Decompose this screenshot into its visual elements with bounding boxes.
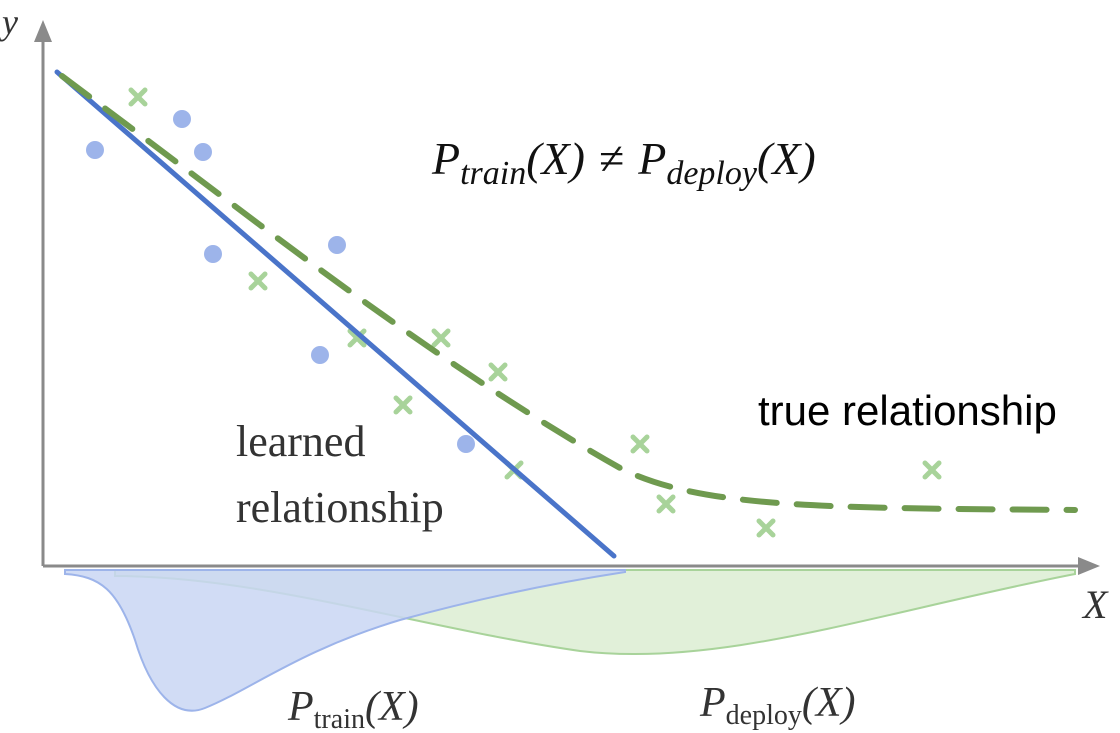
true-relationship-curve bbox=[59, 73, 1078, 513]
train-point bbox=[311, 346, 329, 364]
deploy-point bbox=[393, 395, 413, 415]
distribution-shift-equation: Ptrain(X) ≠ Pdeploy(X) bbox=[431, 133, 816, 192]
train-point bbox=[457, 435, 475, 453]
equation-rhs-subscript: deploy bbox=[666, 155, 758, 192]
equation-lhs-arg: (X) bbox=[526, 133, 585, 184]
y-axis-arrowhead bbox=[34, 20, 52, 42]
deploy-point bbox=[248, 271, 268, 291]
deploy-point bbox=[431, 328, 451, 348]
train-distribution-curve bbox=[64, 569, 626, 712]
x-axis-arrowhead bbox=[1078, 557, 1100, 575]
equation-rhs-symbol: P bbox=[637, 133, 666, 184]
train-dist-arg: (X) bbox=[365, 684, 419, 730]
deploy-dist-symbol: P bbox=[699, 680, 726, 726]
deploy-point bbox=[488, 362, 508, 382]
train-point bbox=[328, 236, 346, 254]
learned-relationship-line bbox=[54, 69, 617, 559]
train-distribution-label: Ptrain(X) bbox=[287, 684, 419, 733]
train-point bbox=[194, 143, 212, 161]
equation-lhs-symbol: P bbox=[431, 133, 460, 184]
equation-rhs-arg: (X) bbox=[757, 133, 816, 184]
deploy-point bbox=[656, 494, 676, 514]
train-dist-subscript: train bbox=[314, 704, 365, 733]
deploy-point bbox=[347, 328, 367, 348]
train-point bbox=[86, 141, 104, 159]
train-dist-symbol: P bbox=[287, 684, 314, 730]
learned-label-line1: learned bbox=[236, 417, 365, 466]
deploy-dist-subscript: deploy bbox=[726, 700, 802, 731]
equation-lhs-subscript: train bbox=[460, 155, 526, 192]
true-relationship-label: true relationship bbox=[758, 387, 1057, 434]
equation-operator: ≠ bbox=[599, 133, 624, 184]
x-axis-label: X bbox=[1081, 582, 1109, 627]
train-point bbox=[173, 110, 191, 128]
deploy-point bbox=[630, 434, 650, 454]
deploy-point bbox=[756, 518, 776, 538]
train-point bbox=[204, 245, 222, 263]
deploy-point bbox=[128, 87, 148, 107]
y-axis-label: y bbox=[0, 2, 18, 42]
deploy-points bbox=[128, 87, 942, 538]
deploy-dist-arg: (X) bbox=[802, 680, 856, 726]
train-points bbox=[86, 110, 475, 453]
deploy-point bbox=[922, 460, 942, 480]
deploy-distribution-label: Pdeploy(X) bbox=[699, 680, 856, 731]
learned-label-line2: relationship bbox=[236, 483, 444, 532]
